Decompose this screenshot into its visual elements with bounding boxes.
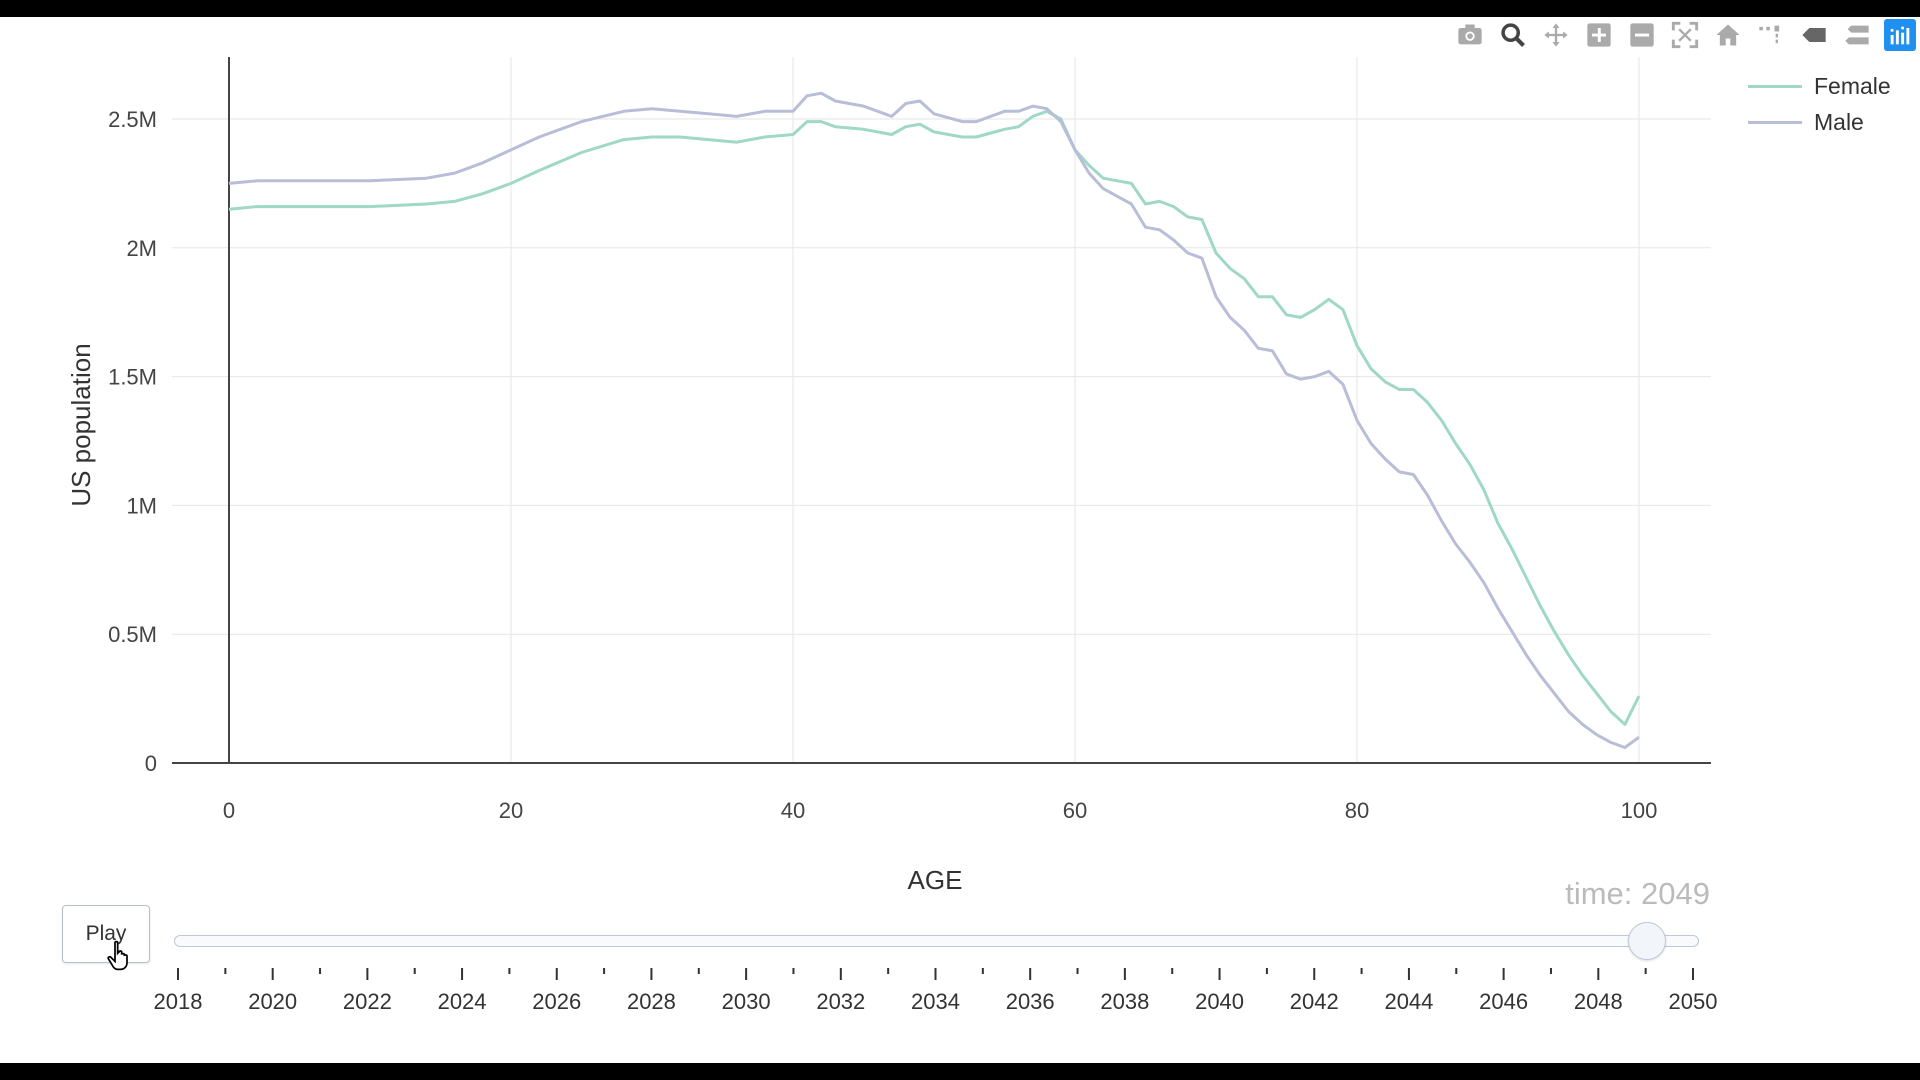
x-tick-label: 0 xyxy=(223,798,235,823)
autoscale-icon[interactable] xyxy=(1669,19,1701,51)
slider-tick-label: 2050 xyxy=(1669,989,1718,1014)
series-line-male xyxy=(228,91,1640,749)
slider-tick-label: 2020 xyxy=(248,989,297,1014)
slider-tick-label: 2028 xyxy=(627,989,676,1014)
plotly-logo-icon[interactable] xyxy=(1884,19,1916,51)
x-tick-label: 20 xyxy=(499,798,523,823)
pan-icon[interactable] xyxy=(1540,19,1572,51)
y-tick-label: 1M xyxy=(126,493,157,518)
hand-cursor-icon xyxy=(105,940,133,980)
y-tick-label: 1.5M xyxy=(108,365,157,390)
slider-tick-label: 2024 xyxy=(438,989,487,1014)
gridlines xyxy=(172,57,1711,763)
slider-tick-label: 2022 xyxy=(343,989,392,1014)
hover-compare-icon[interactable] xyxy=(1841,19,1873,51)
time-slider-track[interactable] xyxy=(174,935,1699,947)
y-axis-title: US population xyxy=(66,343,96,506)
camera-icon[interactable] xyxy=(1454,19,1486,51)
slider-ticks: 2018 2020 2022 2024 2026 2028 2030 2032 2034 2036… xyxy=(154,968,1718,1014)
time-prefix: time: xyxy=(1565,876,1642,911)
time-value: 2049 xyxy=(1641,876,1710,911)
zoom-icon[interactable] xyxy=(1497,19,1529,51)
legend-item-female[interactable]: Female xyxy=(1748,68,1891,104)
slider-tick-label: 2030 xyxy=(722,989,771,1014)
slider-tick-label: 2018 xyxy=(154,989,203,1014)
series-lines xyxy=(228,91,1641,749)
slider-tick-label: 2040 xyxy=(1195,989,1244,1014)
zoom-out-icon[interactable] xyxy=(1626,19,1658,51)
spike-lines-icon[interactable] xyxy=(1755,19,1787,51)
x-axis-title: AGE xyxy=(908,865,963,895)
legend-item-male[interactable]: Male xyxy=(1748,104,1891,140)
slider-tick-label: 2032 xyxy=(816,989,865,1014)
home-icon[interactable] xyxy=(1712,19,1744,51)
y-tick-label: 2M xyxy=(126,236,157,261)
play-button[interactable]: Play xyxy=(62,905,150,963)
hover-closest-icon[interactable] xyxy=(1798,19,1830,51)
y-tick-label: 2.5M xyxy=(108,107,157,132)
slider-tick-label: 2042 xyxy=(1290,989,1339,1014)
slider-tick-label: 2044 xyxy=(1384,989,1433,1014)
y-tick-label: 0 xyxy=(145,751,157,776)
time-slider-handle[interactable] xyxy=(1627,922,1666,960)
x-tick-label: 40 xyxy=(781,798,805,823)
x-tick-label: 80 xyxy=(1345,798,1369,823)
series-line-female xyxy=(228,109,1641,726)
modebar xyxy=(1443,17,1920,53)
tick-labels: 0 0.5M 1M 1.5M 2M 2.5M 0 20 40 60 80 100 xyxy=(108,107,1657,823)
slider-tick-label: 2036 xyxy=(1006,989,1055,1014)
legend-label-male: Male xyxy=(1814,108,1864,135)
slider-tick-label: 2034 xyxy=(911,989,960,1014)
x-tick-label: 100 xyxy=(1621,798,1658,823)
legend-swatch-male xyxy=(1748,120,1802,124)
legend-label-female: Female xyxy=(1814,72,1891,99)
x-tick-label: 60 xyxy=(1063,798,1087,823)
slider-tick-label: 2026 xyxy=(532,989,581,1014)
y-tick-label: 0.5M xyxy=(108,622,157,647)
slider-tick-label: 2038 xyxy=(1100,989,1149,1014)
zoom-in-icon[interactable] xyxy=(1583,19,1615,51)
legend: Female Male xyxy=(1748,68,1891,140)
chart-area: 0 0.5M 1M 1.5M 2M 2.5M 0 20 40 60 80 100 AGE US pop… xyxy=(0,17,1920,1063)
legend-swatch-female xyxy=(1748,84,1802,88)
slider-tick-label: 2048 xyxy=(1574,989,1623,1014)
slider-tick-label: 2046 xyxy=(1479,989,1528,1014)
current-time-label: time: 2049 xyxy=(1565,876,1710,912)
axes xyxy=(172,57,1711,764)
